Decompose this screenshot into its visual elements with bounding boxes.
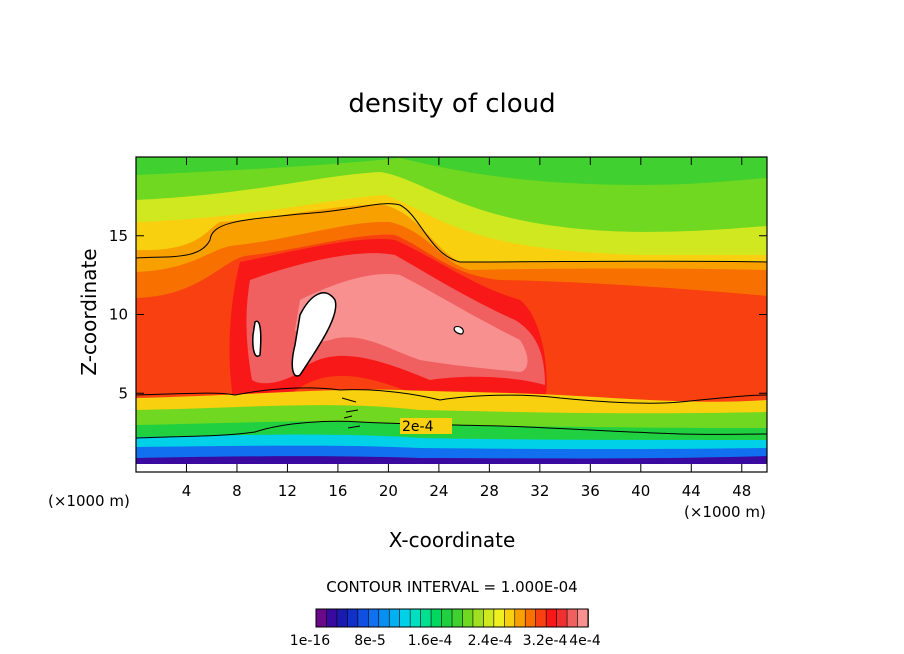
x-tick-label: 20	[379, 482, 398, 500]
x-unit-right: (×1000 m)	[684, 503, 766, 521]
y-tick-label: 10	[109, 306, 128, 324]
contour-field	[136, 157, 767, 472]
contour-line-1	[136, 203, 767, 263]
colorbar-swatch	[378, 608, 391, 628]
colorbar-tick-label: 1.6e-4	[408, 633, 453, 649]
colorbar-swatch	[451, 608, 464, 628]
colorbar-swatch	[399, 608, 411, 628]
colorbar-swatch	[493, 608, 506, 628]
band-9	[295, 274, 528, 372]
colorbar-tick-label: 1e-16	[290, 633, 330, 649]
colorbar-swatch	[357, 608, 370, 628]
colorbar-swatch	[441, 608, 453, 628]
x-tick-label: 12	[278, 482, 297, 500]
colorbar-tick-label: 3.2e-4	[523, 633, 568, 649]
colorbar-swatch	[326, 608, 338, 628]
contour-interval-text: CONTOUR INTERVAL = 1.000E-04	[326, 578, 577, 596]
colorbar-swatch	[315, 608, 328, 628]
contour-label: 2e-4	[402, 419, 434, 435]
x-tick-label: 16	[328, 482, 347, 500]
colorbar-swatch	[472, 608, 485, 628]
x-axis-label: X-coordinate	[389, 528, 516, 552]
y-axis-label: Z-coordinate	[77, 248, 101, 375]
max-region-2	[252, 320, 262, 357]
colorbar-swatch	[514, 608, 527, 628]
colorbar-swatch	[368, 608, 380, 628]
x-tick-label: 40	[631, 482, 650, 500]
max-region-1	[291, 292, 337, 377]
colorbar-swatch	[545, 608, 558, 628]
colorbar-frame	[315, 608, 589, 628]
x-tick-label: 36	[581, 482, 600, 500]
colorbar-swatch	[577, 608, 589, 628]
colorbar-swatch	[535, 608, 547, 628]
y-tick-label: 5	[118, 384, 128, 402]
x-tick-label: 4	[182, 482, 192, 500]
x-tick-label: 28	[480, 482, 499, 500]
x-unit-left: (×1000 m)	[48, 492, 130, 510]
colorbar-swatch	[566, 608, 579, 628]
colorbar	[315, 608, 589, 628]
x-tick-label: 8	[232, 482, 242, 500]
contour-label-bg	[400, 418, 452, 434]
colorbar-tick-label: 8e-5	[354, 633, 385, 649]
colorbar-swatch	[420, 608, 432, 628]
x-tick-label: 32	[530, 482, 549, 500]
colorbar-labels: 1e-16 8e-5 1.6e-4 2.4e-4 3.2e-4 4e-4	[290, 633, 601, 649]
chart-title: density of cloud	[348, 89, 555, 119]
x-tick-label: 44	[682, 482, 701, 500]
max-region-3	[453, 325, 464, 335]
band-ground	[136, 464, 767, 472]
colorbar-swatch	[483, 608, 495, 628]
contour-line-2	[136, 387, 767, 404]
colorbar-swatch	[388, 608, 401, 628]
colorbar-tick-label: 4e-4	[569, 633, 601, 649]
colorbar-swatch	[462, 608, 474, 628]
x-tick-label: 24	[429, 482, 448, 500]
colorbar-swatch	[504, 608, 516, 628]
colorbar-tick-label: 2.4e-4	[468, 633, 513, 649]
y-tick-label: 15	[109, 227, 128, 245]
x-tick-label: 48	[732, 482, 751, 500]
colorbar-swatch	[556, 608, 568, 628]
contour-fragments	[341, 397, 361, 429]
colorbar-swatch	[336, 608, 349, 628]
colorbar-swatch	[409, 608, 422, 628]
colorbar-swatch	[524, 608, 537, 628]
colorbar-swatch	[347, 608, 359, 628]
colorbar-swatch	[430, 608, 443, 628]
